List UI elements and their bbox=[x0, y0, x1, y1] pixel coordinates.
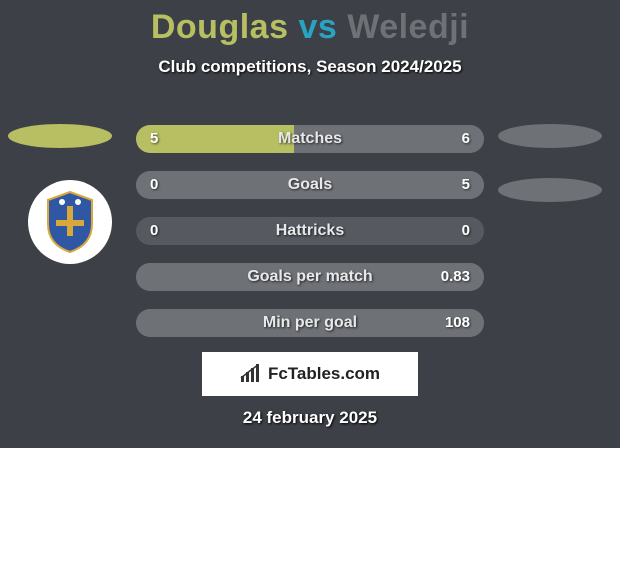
stat-label: Matches bbox=[136, 125, 484, 153]
bar-chart-icon bbox=[240, 364, 262, 384]
stat-value-right: 6 bbox=[462, 125, 470, 153]
ellipse-mid-right bbox=[498, 178, 602, 202]
stat-label: Hattricks bbox=[136, 217, 484, 245]
stat-row: Min per goal108 bbox=[136, 309, 484, 337]
stat-row: Goals per match0.83 bbox=[136, 263, 484, 291]
shield-icon bbox=[42, 190, 98, 254]
title-player1: Douglas bbox=[151, 8, 289, 46]
comparison-card: Douglas vs Weledji Club competitions, Se… bbox=[0, 0, 620, 448]
stat-value-right: 5 bbox=[462, 171, 470, 199]
title-vs: vs bbox=[298, 8, 337, 46]
brand-box[interactable]: FcTables.com bbox=[202, 352, 418, 396]
stat-row: 0Goals5 bbox=[136, 171, 484, 199]
club-crest bbox=[28, 180, 112, 264]
ellipse-top-left bbox=[8, 124, 112, 148]
stat-value-right: 0.83 bbox=[441, 263, 470, 291]
stats-panel: 5Matches60Goals50Hattricks0Goals per mat… bbox=[136, 125, 484, 355]
date-line: 24 february 2025 bbox=[0, 408, 620, 428]
title-player2: Weledji bbox=[347, 8, 469, 46]
ellipse-top-right bbox=[498, 124, 602, 148]
stat-row: 0Hattricks0 bbox=[136, 217, 484, 245]
page-title: Douglas vs Weledji bbox=[0, 0, 620, 47]
stat-label: Goals per match bbox=[136, 263, 484, 291]
stat-label: Min per goal bbox=[136, 309, 484, 337]
stat-row: 5Matches6 bbox=[136, 125, 484, 153]
stat-label: Goals bbox=[136, 171, 484, 199]
stat-value-right: 0 bbox=[462, 217, 470, 245]
stat-value-right: 108 bbox=[445, 309, 470, 337]
subtitle: Club competitions, Season 2024/2025 bbox=[0, 57, 620, 77]
brand-text: FcTables.com bbox=[268, 364, 380, 384]
